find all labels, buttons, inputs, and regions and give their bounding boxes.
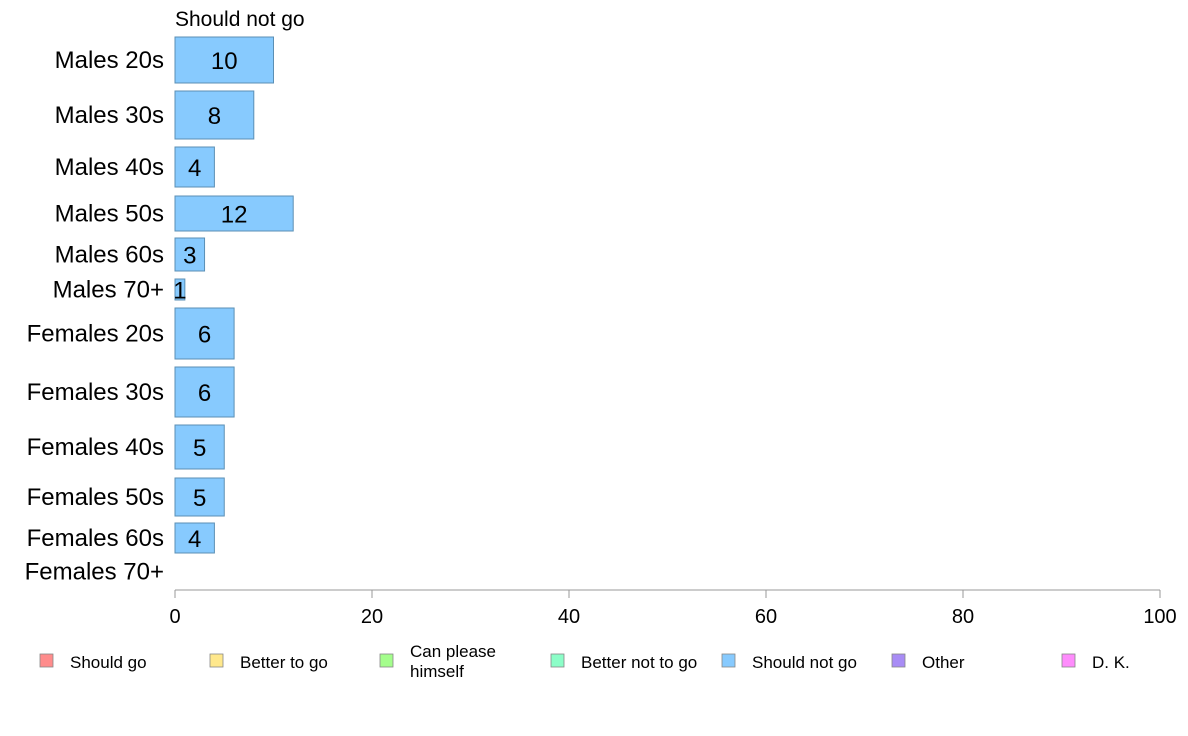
bar-value-label: 5	[193, 485, 206, 512]
x-tick-label: 80	[952, 606, 974, 628]
bar	[174, 237, 206, 272]
bar-value-label: 6	[198, 322, 211, 349]
bar-value-label: 8	[208, 103, 221, 130]
legend-swatch	[209, 653, 224, 668]
legend-label: Should go	[70, 653, 147, 672]
bar-value-label: 4	[188, 155, 201, 182]
legend-label: D. K.	[1092, 653, 1130, 672]
legend-label: Can please	[410, 642, 496, 661]
x-tick-label: 60	[755, 606, 777, 628]
legend-swatch	[39, 653, 54, 668]
bar	[174, 90, 255, 140]
bar	[174, 36, 274, 84]
bar-value-label: 10	[211, 48, 238, 75]
x-axis: 0 20 40 60 80 100	[169, 589, 1177, 628]
x-tick-label: 20	[361, 606, 383, 628]
bar	[174, 366, 235, 418]
category-label: Males 70+	[53, 277, 164, 304]
category-label: Males 30s	[55, 102, 164, 129]
bar-value-label: 1	[173, 278, 186, 305]
bar	[174, 477, 225, 517]
bar	[174, 307, 235, 360]
bar-value-label: 12	[221, 202, 248, 229]
category-label: Females 40s	[27, 434, 164, 461]
category-label: Males 60s	[55, 242, 164, 269]
bars-group: Males 20s 10 Males 30s 8 Males 40s 4 Males 50s…	[25, 36, 294, 586]
x-tick-label: 40	[558, 606, 580, 628]
category-label: Females 20s	[27, 321, 164, 348]
category-label: Females 30s	[27, 379, 164, 406]
category-label: Males 20s	[55, 47, 164, 74]
legend-label: himself	[410, 662, 464, 681]
x-tick-label: 100	[1143, 606, 1176, 628]
category-label: Males 40s	[55, 154, 164, 181]
legend-swatch	[721, 653, 736, 668]
bar-value-label: 4	[188, 526, 201, 553]
bar-value-label: 5	[193, 435, 206, 462]
legend-label: Better to go	[240, 653, 328, 672]
bar	[174, 146, 215, 188]
legend-swatch	[550, 653, 565, 668]
bar	[174, 278, 186, 301]
category-label: Females 60s	[27, 525, 164, 552]
legend-label: Better not to go	[581, 653, 697, 672]
legend-label: Other	[922, 653, 965, 672]
chart-title: Should not go	[175, 8, 305, 31]
x-tick-label: 0	[169, 606, 180, 628]
legend-swatch	[379, 653, 394, 668]
bar	[174, 522, 215, 554]
bar-value-label: 6	[198, 380, 211, 407]
category-label: Females 70+	[25, 559, 164, 586]
category-label: Females 50s	[27, 484, 164, 511]
legend-label: Should not go	[752, 653, 857, 672]
legend-swatch	[1061, 653, 1076, 668]
bar-value-label: 3	[183, 243, 196, 270]
legend-swatch	[891, 653, 906, 668]
category-label: Males 50s	[55, 201, 164, 228]
bar	[174, 424, 225, 470]
bar	[174, 195, 294, 232]
